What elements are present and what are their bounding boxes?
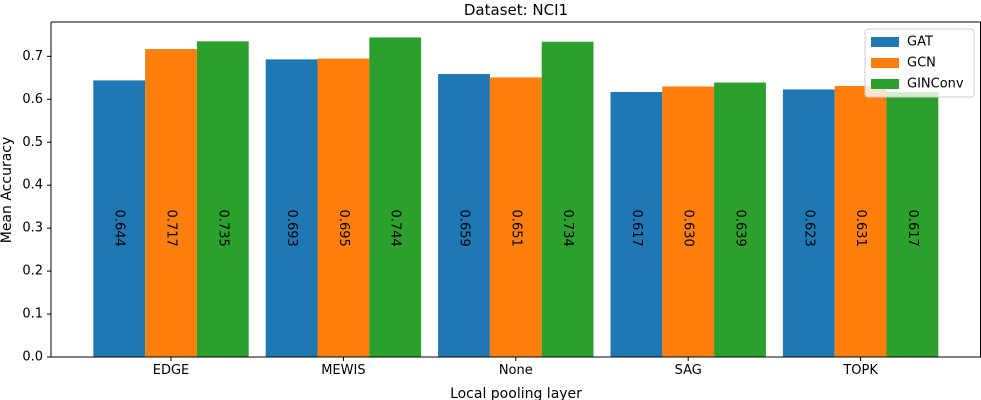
- bar-value-label: 0.617: [905, 210, 920, 247]
- bar-value-label: 0.693: [284, 210, 299, 247]
- y-tick-label: 0.5: [22, 135, 43, 150]
- bar-value-label: 0.623: [801, 210, 816, 247]
- bar-value-label: 0.744: [388, 210, 403, 247]
- legend: GAT GCN GINConv: [864, 28, 975, 98]
- legend-swatch-gcn: [871, 58, 899, 68]
- bar-gat-topk: [782, 89, 835, 358]
- bar-value-label: 0.651: [508, 210, 523, 247]
- bar-ginconv-edge: [196, 41, 249, 357]
- bar-value-label: 0.735: [215, 210, 230, 247]
- bar-gat-sag: [610, 92, 663, 357]
- y-tick-label: 0.6: [22, 92, 43, 107]
- bar-gat-mewis: [265, 59, 318, 358]
- bar-value-label: 0.644: [112, 210, 127, 247]
- y-tick-label: 0.7: [22, 49, 43, 64]
- y-tick-label: 0.2: [22, 264, 43, 279]
- chart-title: Dataset: NCI1: [464, 1, 568, 19]
- x-tick-label: None: [499, 363, 533, 378]
- bar-gat-edge: [93, 80, 146, 357]
- bar-gcn-none: [489, 77, 542, 358]
- x-tick-label: TOPK: [842, 363, 878, 378]
- bar-ginconv-topk: [886, 92, 939, 357]
- y-tick-label: 0.0: [22, 350, 43, 365]
- plot-area: 0.644 0.693 0.659 0.617 0.623 0.717 0.695 0.651…: [22, 21, 981, 378]
- legend-label-gcn: GCN: [907, 56, 936, 71]
- bar-value-label: 0.630: [681, 210, 696, 247]
- bar-ginconv-sag: [714, 82, 766, 357]
- x-axis-label: Local pooling layer: [450, 386, 582, 400]
- bar-value-label: 0.695: [336, 210, 351, 247]
- x-tick-label: SAG: [675, 363, 702, 378]
- bar-ginconv-mewis: [369, 37, 422, 358]
- bar-value-label: 0.639: [733, 210, 748, 247]
- bar-value-label: 0.631: [853, 210, 868, 247]
- y-tick-label: 0.4: [22, 178, 43, 193]
- legend-label-ginconv: GINConv: [907, 77, 964, 92]
- bar-gcn-topk: [834, 85, 887, 358]
- bar-value-label: 0.617: [629, 210, 644, 247]
- bar-value-label: 0.734: [560, 210, 575, 247]
- legend-label-gat: GAT: [907, 35, 933, 50]
- bar-ginconv-none: [541, 41, 594, 357]
- bar-gcn-edge: [145, 49, 197, 358]
- y-tick-label: 0.3: [22, 221, 43, 236]
- legend-swatch-ginconv: [871, 79, 899, 89]
- y-tick-label: 0.1: [22, 307, 43, 322]
- bar-value-label: 0.659: [457, 210, 472, 247]
- legend-swatch-gat: [871, 37, 899, 47]
- bar-value-label: 0.717: [164, 210, 179, 247]
- y-axis-label: Mean Accuracy: [0, 137, 15, 244]
- bar-gat-none: [438, 73, 490, 357]
- x-tick-label: MEWIS: [321, 363, 365, 378]
- x-tick-label: EDGE: [153, 363, 190, 378]
- bar-gcn-mewis: [317, 58, 370, 357]
- bar-gcn-sag: [662, 86, 715, 358]
